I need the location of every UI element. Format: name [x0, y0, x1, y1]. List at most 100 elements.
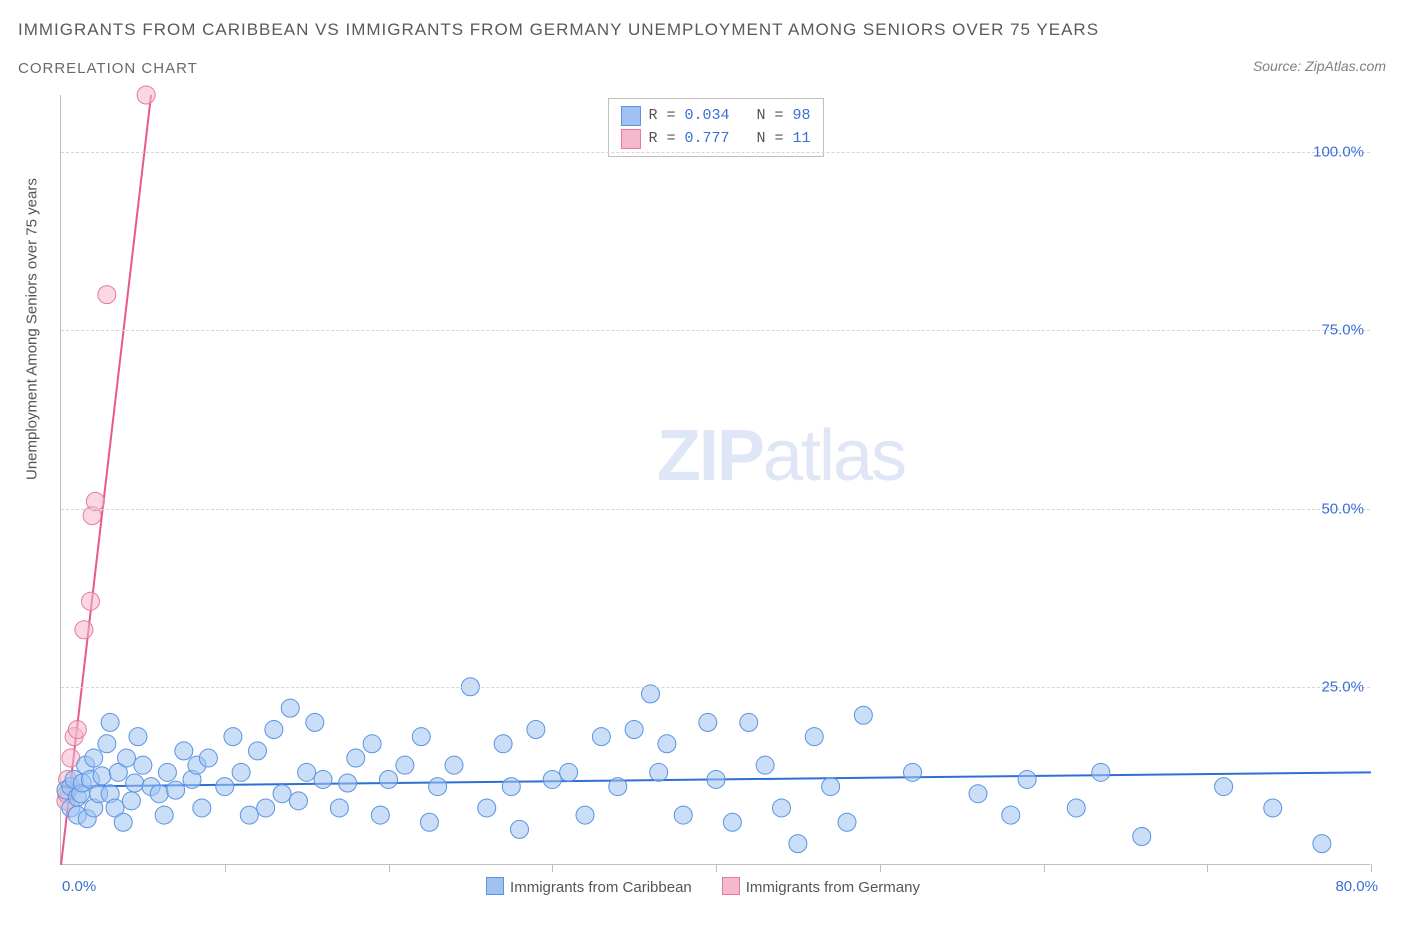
series-caribbean-point — [289, 792, 307, 810]
y-tick-label: 75.0% — [1321, 322, 1364, 339]
series-caribbean-point — [822, 778, 840, 796]
series-caribbean-point — [98, 735, 116, 753]
x-tick — [225, 864, 226, 872]
series-caribbean-point — [306, 713, 324, 731]
series-germany-point — [81, 592, 99, 610]
series-caribbean-point — [789, 835, 807, 853]
series-caribbean-point — [511, 820, 529, 838]
series-caribbean-point — [298, 763, 316, 781]
legend-germany: Immigrants from Germany — [722, 877, 920, 896]
series-caribbean-point — [969, 785, 987, 803]
series-germany-point — [75, 621, 93, 639]
series-caribbean-point — [380, 770, 398, 788]
chart-title: IMMIGRANTS FROM CARIBBEAN VS IMMIGRANTS … — [18, 20, 1099, 40]
series-germany-point — [68, 721, 86, 739]
series-caribbean-point — [129, 728, 147, 746]
series-caribbean-point — [93, 767, 111, 785]
legend-label: Immigrants from Caribbean — [510, 879, 692, 896]
series-caribbean-point — [412, 728, 430, 746]
series-caribbean-point — [699, 713, 717, 731]
series-caribbean-point — [445, 756, 463, 774]
series-caribbean-point — [674, 806, 692, 824]
plot-area: ZIPatlas R = 0.034 N = 98R = 0.777 N = 1… — [60, 95, 1370, 865]
series-caribbean-point — [1067, 799, 1085, 817]
series-caribbean-point — [232, 763, 250, 781]
series-caribbean-point — [1018, 770, 1036, 788]
y-tick-label: 100.0% — [1313, 144, 1364, 161]
chart-svg — [61, 95, 1370, 864]
series-caribbean-point — [740, 713, 758, 731]
x-tick — [1207, 864, 1208, 872]
series-caribbean-point — [838, 813, 856, 831]
series-caribbean-point — [118, 749, 136, 767]
series-caribbean-point — [193, 799, 211, 817]
series-caribbean-point — [199, 749, 217, 767]
series-caribbean-point — [126, 774, 144, 792]
series-caribbean-point — [150, 785, 168, 803]
series-caribbean-point — [85, 749, 103, 767]
series-caribbean-point — [339, 774, 357, 792]
series-caribbean-point — [216, 778, 234, 796]
series-caribbean-point — [773, 799, 791, 817]
series-caribbean-point — [429, 778, 447, 796]
series-caribbean-point — [330, 799, 348, 817]
y-axis-label: Unemployment Among Seniors over 75 years — [24, 178, 41, 480]
y-tick-label: 50.0% — [1321, 500, 1364, 517]
legend-swatch — [722, 877, 740, 895]
series-caribbean-point — [609, 778, 627, 796]
y-tick-label: 25.0% — [1321, 678, 1364, 695]
series-caribbean-point — [1002, 806, 1020, 824]
series-caribbean-point — [114, 813, 132, 831]
source-attribution: Source: ZipAtlas.com — [1253, 58, 1386, 74]
series-caribbean-point — [122, 792, 140, 810]
series-caribbean-point — [158, 763, 176, 781]
series-caribbean-point — [240, 806, 258, 824]
series-caribbean-point — [576, 806, 594, 824]
series-caribbean-point — [101, 713, 119, 731]
series-caribbean-point — [805, 728, 823, 746]
gridline — [61, 509, 1370, 510]
legend-caribbean: Immigrants from Caribbean — [486, 877, 692, 896]
legend-swatch — [486, 877, 504, 895]
series-caribbean-point — [273, 785, 291, 803]
gridline — [61, 330, 1370, 331]
series-caribbean-point — [281, 699, 299, 717]
series-caribbean-point — [625, 721, 643, 739]
series-caribbean-point — [265, 721, 283, 739]
series-caribbean-point — [723, 813, 741, 831]
series-caribbean-point — [478, 799, 496, 817]
series-caribbean-point — [543, 770, 561, 788]
x-tick — [552, 864, 553, 872]
series-caribbean-point — [224, 728, 242, 746]
series-caribbean-point — [155, 806, 173, 824]
series-caribbean-point — [650, 763, 668, 781]
series-caribbean-point — [314, 770, 332, 788]
series-caribbean-point — [175, 742, 193, 760]
series-caribbean-point — [1264, 799, 1282, 817]
series-caribbean-point — [904, 763, 922, 781]
series-caribbean-point — [347, 749, 365, 767]
bottom-legend: Immigrants from Caribbean Immigrants from… — [0, 877, 1406, 896]
series-caribbean-point — [1092, 763, 1110, 781]
series-caribbean-point — [854, 706, 872, 724]
series-caribbean-point — [756, 756, 774, 774]
series-caribbean-point — [363, 735, 381, 753]
series-caribbean-point — [249, 742, 267, 760]
series-caribbean-point — [257, 799, 275, 817]
chart-subtitle: CORRELATION CHART — [18, 60, 198, 77]
series-caribbean-point — [1133, 827, 1151, 845]
series-caribbean-point — [134, 756, 152, 774]
series-caribbean-point — [371, 806, 389, 824]
x-tick — [1044, 864, 1045, 872]
series-caribbean-point — [707, 770, 725, 788]
series-caribbean-point — [167, 781, 185, 799]
series-caribbean-point — [592, 728, 610, 746]
x-tick — [716, 864, 717, 872]
series-caribbean-point — [420, 813, 438, 831]
series-caribbean-point — [658, 735, 676, 753]
x-tick — [880, 864, 881, 872]
x-tick — [389, 864, 390, 872]
x-tick — [1371, 864, 1372, 872]
series-caribbean-point — [560, 763, 578, 781]
series-germany-point — [98, 286, 116, 304]
